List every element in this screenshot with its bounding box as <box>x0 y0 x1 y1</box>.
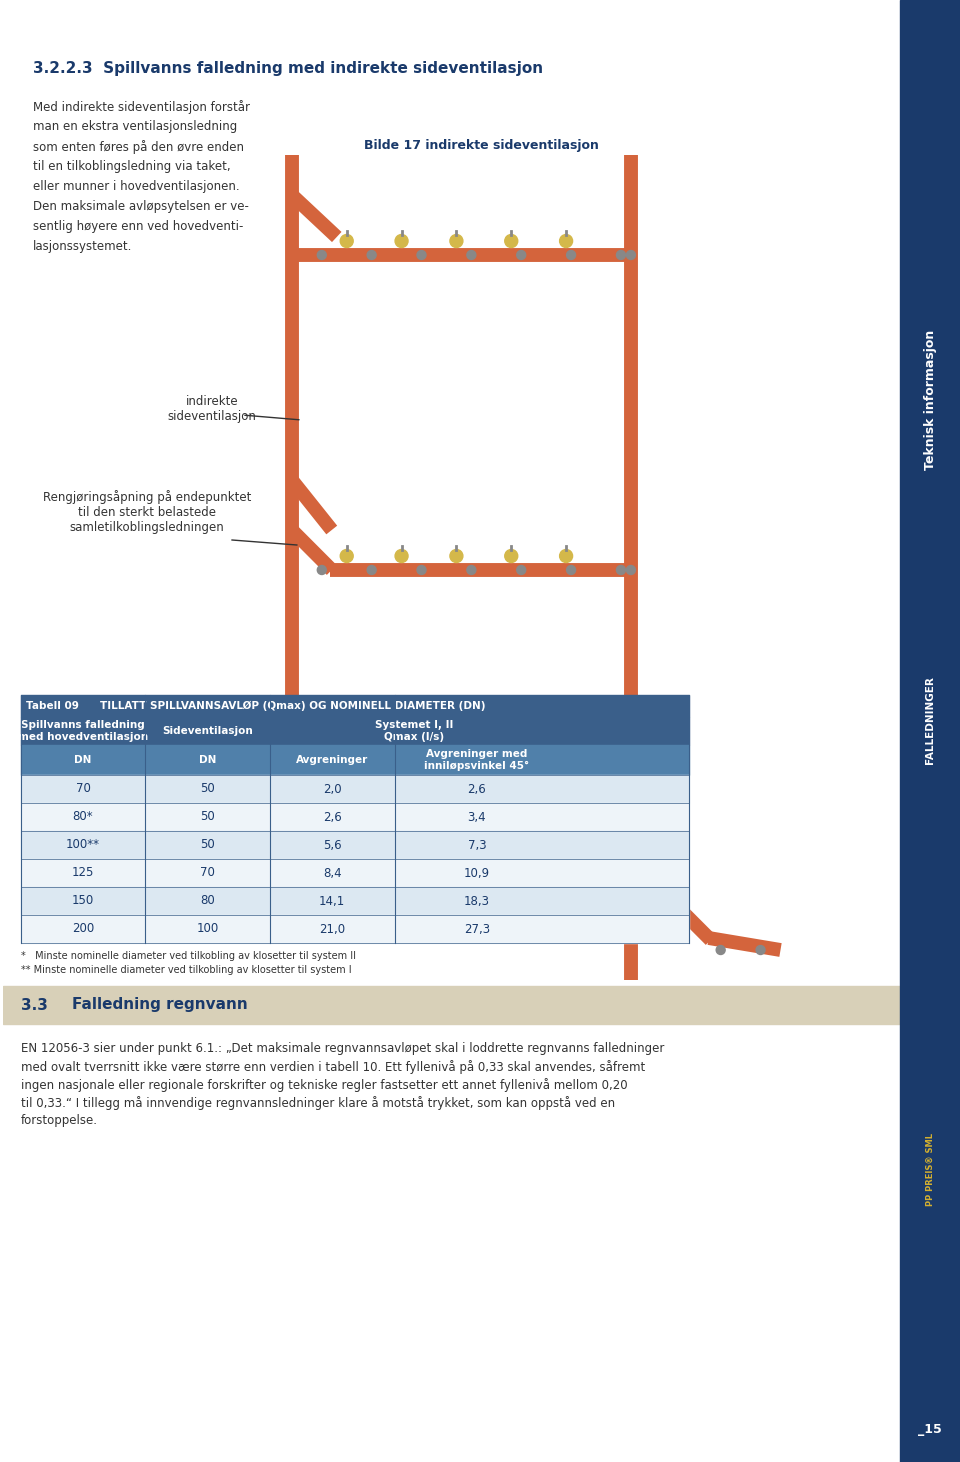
Circle shape <box>566 250 576 259</box>
Text: 8,4: 8,4 <box>323 867 342 880</box>
Bar <box>20 915 688 943</box>
Circle shape <box>616 250 625 259</box>
Text: 3.2.2.3  Spillvanns falledning med indirekte sideventilasjon: 3.2.2.3 Spillvanns falledning med indire… <box>33 60 542 76</box>
Text: Tabell 09: Tabell 09 <box>26 700 79 711</box>
Circle shape <box>627 566 636 575</box>
Circle shape <box>396 234 408 247</box>
Circle shape <box>516 566 526 575</box>
Text: 100: 100 <box>197 923 219 936</box>
Bar <box>900 0 960 1462</box>
Bar <box>20 887 688 915</box>
Text: 2,0: 2,0 <box>323 782 342 795</box>
Circle shape <box>367 250 376 259</box>
Bar <box>20 775 688 803</box>
Circle shape <box>516 250 526 259</box>
Text: 50: 50 <box>201 839 215 851</box>
Bar <box>20 830 688 860</box>
Circle shape <box>417 566 426 575</box>
Circle shape <box>756 946 765 955</box>
Circle shape <box>467 566 476 575</box>
Circle shape <box>450 234 463 247</box>
Text: 10,9: 10,9 <box>464 867 490 880</box>
Circle shape <box>566 566 576 575</box>
Text: 2,6: 2,6 <box>468 782 486 795</box>
Text: Avgreninger med
inniløpsvinkel 45°: Avgreninger med inniløpsvinkel 45° <box>424 749 529 770</box>
Text: PP PREIS® SML: PP PREIS® SML <box>925 1133 935 1206</box>
Text: EN 12056-3 sier under punkt 6.1.: „Det maksimale regnvannsavløpet skal i loddret: EN 12056-3 sier under punkt 6.1.: „Det m… <box>20 1042 664 1056</box>
Bar <box>20 694 688 716</box>
Text: _15: _15 <box>918 1424 942 1437</box>
Circle shape <box>467 250 476 259</box>
Text: *   Minste nominelle diameter ved tilkobling av klosetter til system II: * Minste nominelle diameter ved tilkobli… <box>20 950 355 961</box>
Circle shape <box>560 550 572 563</box>
Text: 50: 50 <box>201 782 215 795</box>
Text: ingen nasjonale eller regionale forskrifter og tekniske regler fastsetter ett an: ingen nasjonale eller regionale forskrif… <box>20 1077 627 1092</box>
Bar <box>3 985 900 1023</box>
Text: 3.3: 3.3 <box>20 997 47 1013</box>
Text: 150: 150 <box>72 895 94 908</box>
Bar <box>20 746 688 775</box>
Text: til 0,33.“ I tillegg må innvendige regnvannsledninger klare å motstå trykket, so: til 0,33.“ I tillegg må innvendige regnv… <box>20 1096 614 1110</box>
Text: 5,6: 5,6 <box>323 839 342 851</box>
Text: DN: DN <box>74 754 91 765</box>
Circle shape <box>340 550 353 563</box>
Text: som enten føres på den øvre enden: som enten føres på den øvre enden <box>33 140 244 154</box>
Text: DN: DN <box>199 754 216 765</box>
Text: 80: 80 <box>201 895 215 908</box>
Bar <box>20 860 688 887</box>
Text: 27,3: 27,3 <box>464 923 490 936</box>
Text: Systemet I, II
Qmax (l/s): Systemet I, II Qmax (l/s) <box>375 721 454 741</box>
Circle shape <box>417 250 426 259</box>
Circle shape <box>340 234 353 247</box>
Circle shape <box>396 550 408 563</box>
Circle shape <box>318 566 326 575</box>
Circle shape <box>505 234 517 247</box>
Text: 70: 70 <box>76 782 90 795</box>
Text: 14,1: 14,1 <box>319 895 346 908</box>
Text: 125: 125 <box>72 867 94 880</box>
Circle shape <box>450 550 463 563</box>
Text: Den maksimale avløpsytelsen er ve-: Den maksimale avløpsytelsen er ve- <box>33 200 249 213</box>
Text: med ovalt tverrsnitt ikke være større enn verdien i tabell 10. Ett fyllenivå på : med ovalt tverrsnitt ikke være større en… <box>20 1060 645 1075</box>
Circle shape <box>367 566 376 575</box>
Text: Spillvanns falledning
med hovedventilasjon: Spillvanns falledning med hovedventilasj… <box>18 721 148 741</box>
Text: Teknisk informasjon: Teknisk informasjon <box>924 330 937 471</box>
Text: 3,4: 3,4 <box>468 810 486 823</box>
Text: Bilde 17 indirekte sideventilasjon: Bilde 17 indirekte sideventilasjon <box>364 139 599 152</box>
Circle shape <box>560 234 572 247</box>
Text: Rengjøringsåpning på endepunktet
til den sterkt belastede
samletilkoblingslednin: Rengjøringsåpning på endepunktet til den… <box>43 490 252 534</box>
Text: 2,6: 2,6 <box>323 810 342 823</box>
Circle shape <box>627 250 636 259</box>
Text: 18,3: 18,3 <box>464 895 490 908</box>
Text: lasjonssystemet.: lasjonssystemet. <box>33 240 132 253</box>
Text: 200: 200 <box>72 923 94 936</box>
Text: Avgreninger: Avgreninger <box>296 754 369 765</box>
Text: ** Minste nominelle diameter ved tilkobling av klosetter til system I: ** Minste nominelle diameter ved tilkobl… <box>20 965 351 975</box>
Text: 50: 50 <box>201 810 215 823</box>
Text: Falledning regnvann: Falledning regnvann <box>72 997 249 1013</box>
Text: til en tilkoblingsledning via taket,: til en tilkoblingsledning via taket, <box>33 159 230 173</box>
Circle shape <box>505 550 517 563</box>
Bar <box>20 803 688 830</box>
Text: TILLATT SPILLVANNSAVLØP (Qmax) OG NOMINELL DIAMETER (DN): TILLATT SPILLVANNSAVLØP (Qmax) OG NOMINE… <box>101 700 486 711</box>
Bar <box>20 716 688 746</box>
Text: 7,3: 7,3 <box>468 839 486 851</box>
Text: 21,0: 21,0 <box>319 923 346 936</box>
Circle shape <box>716 946 725 955</box>
Circle shape <box>318 250 326 259</box>
Text: 80*: 80* <box>73 810 93 823</box>
Text: man en ekstra ventilasjonsledning: man en ekstra ventilasjonsledning <box>33 120 237 133</box>
Text: FALLEDNINGER: FALLEDNINGER <box>925 675 935 765</box>
Circle shape <box>616 566 625 575</box>
Text: sentlig høyere enn ved hovedventi-: sentlig høyere enn ved hovedventi- <box>33 219 243 232</box>
Text: forstoppelse.: forstoppelse. <box>20 1114 98 1127</box>
Text: 70: 70 <box>201 867 215 880</box>
Text: indirekte
sideventilasjon: indirekte sideventilasjon <box>168 395 256 423</box>
Text: 100**: 100** <box>66 839 100 851</box>
Text: Med indirekte sideventilasjon forstår: Med indirekte sideventilasjon forstår <box>33 99 250 114</box>
Text: Sideventilasjon: Sideventilasjon <box>162 727 253 735</box>
Text: eller munner i hovedventilasjonen.: eller munner i hovedventilasjonen. <box>33 180 239 193</box>
